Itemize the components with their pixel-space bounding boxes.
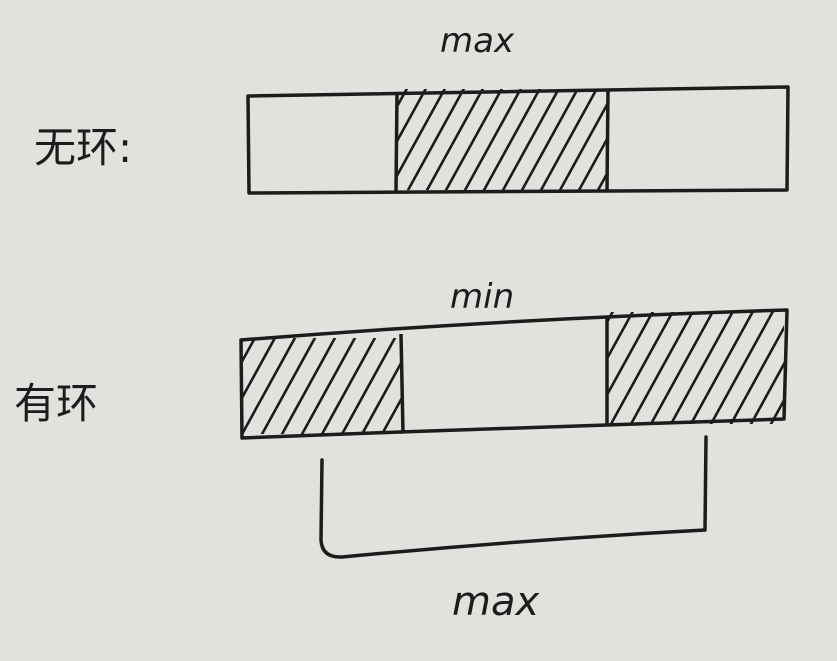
- hatch-line: [539, 89, 598, 190]
- hatch-line: [520, 89, 579, 190]
- hatch-line: [340, 338, 397, 434]
- hatch-line: [360, 358, 402, 434]
- hatch-line: [400, 431, 402, 434]
- with-cycle-array-bar: [239, 308, 789, 440]
- hatch-line: [380, 395, 402, 434]
- hatch-line: [444, 89, 503, 190]
- hatch-line: [312, 89, 369, 192]
- hatch-line: [531, 308, 595, 424]
- hatch-line: [425, 89, 484, 190]
- hatch-line: [689, 312, 755, 424]
- with-cycle-divider-1: [399, 333, 405, 434]
- hatch-line: [181, 335, 237, 436]
- hatch-line: [331, 89, 388, 192]
- hatch-line: [729, 324, 784, 424]
- hatch-line: [511, 308, 575, 424]
- with-cycle-max-label: max: [452, 579, 539, 625]
- hatch-line: [280, 338, 337, 434]
- hatch-line: [791, 308, 837, 424]
- hatch-line: [260, 338, 317, 434]
- hatch-line: [616, 89, 673, 192]
- hatch-line: [769, 397, 784, 424]
- hatch-line: [300, 338, 357, 434]
- with-cycle-hatched-segment-right: [491, 308, 837, 424]
- hatch-line: [649, 312, 715, 424]
- hatch-line: [161, 335, 217, 436]
- with-cycle-min-label: min: [450, 277, 514, 317]
- with-cycle-label: 有环: [14, 379, 98, 428]
- hatch-line: [406, 89, 465, 190]
- wraparound-bracket: [319, 435, 708, 559]
- no-cycle-hatched-segment: [293, 89, 673, 192]
- hatch-line: [608, 312, 655, 396]
- hatch-line: [608, 312, 615, 324]
- hatch-line: [629, 312, 695, 424]
- hatch-line: [293, 89, 350, 192]
- hatch-line: [609, 312, 675, 424]
- hatch-line: [608, 312, 635, 360]
- no-cycle-array-bar: [246, 85, 790, 195]
- hatch-line: [242, 338, 297, 434]
- hatch-line: [669, 312, 735, 424]
- no-cycle-divider-2: [605, 89, 610, 192]
- no-cycle-max-label: max: [440, 21, 515, 61]
- hatch-line: [141, 335, 197, 436]
- hatch-line: [501, 89, 560, 190]
- hatch-line: [463, 89, 522, 190]
- hatch-line: [482, 89, 541, 190]
- hatch-line: [709, 312, 775, 424]
- with-cycle-hatched-segment-left: [141, 335, 477, 436]
- no-cycle-divider-1: [394, 93, 399, 192]
- hatch-line: [320, 338, 377, 434]
- hatch-line: [242, 338, 257, 365]
- hatch-line: [749, 361, 784, 424]
- hatch-line: [421, 335, 477, 436]
- no-cycle-label: 无环:: [34, 123, 132, 172]
- hatch-line: [491, 308, 555, 424]
- hatch-line: [242, 338, 277, 401]
